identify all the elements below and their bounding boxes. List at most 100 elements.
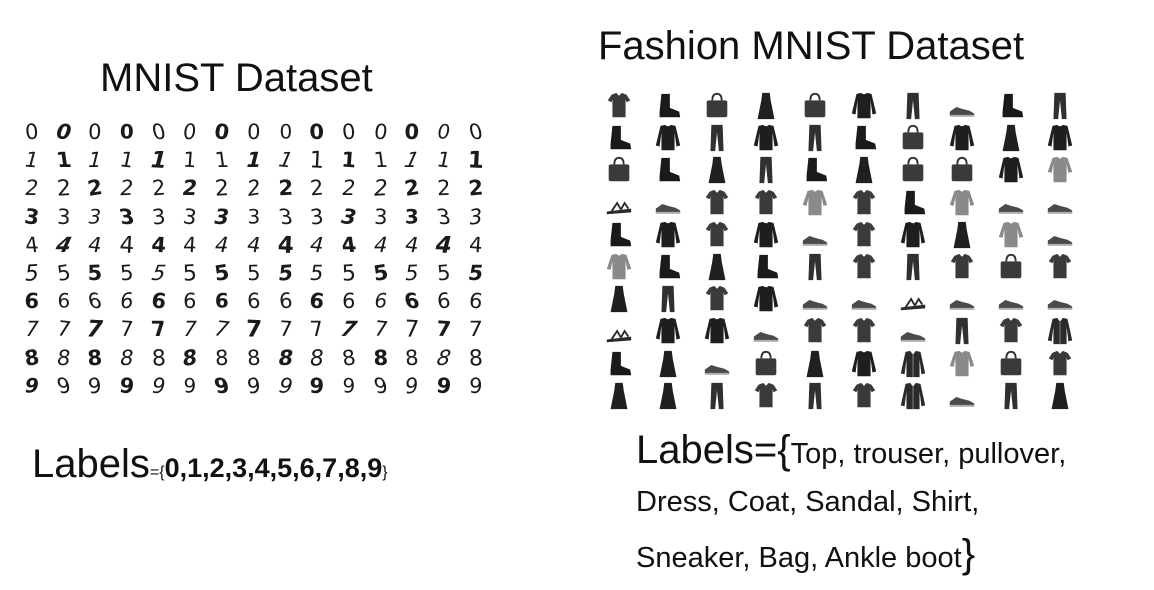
mnist-digit-sample: 8: [309, 344, 325, 371]
mnist-digit-sample: 5: [182, 260, 198, 286]
sneaker-image: [643, 187, 692, 219]
fashion-image-row: [594, 380, 1084, 412]
top-image: [937, 251, 986, 283]
mnist-digit-sample: 9: [87, 373, 104, 399]
sandal-image: [594, 187, 643, 219]
fashion-labels-word: Labels=: [636, 428, 778, 472]
mnist-digit-sample: 8: [245, 345, 262, 371]
mnist-digit-sample: 7: [244, 315, 263, 344]
mnist-digit-sample: 6: [341, 288, 356, 314]
pullover-image: [643, 122, 692, 154]
mnist-digit-sample: 3: [181, 203, 199, 230]
fashion-labels-close-brace: }: [961, 532, 976, 576]
trouser-image: [790, 251, 839, 283]
pullover-image: [692, 315, 741, 347]
ankle-boot-image: [741, 251, 790, 283]
pullover-image: [1035, 122, 1084, 154]
trouser-image: [692, 122, 741, 154]
pullover-image: [741, 283, 790, 315]
mnist-digit-sample: 2: [23, 176, 41, 201]
bag-image: [594, 154, 643, 186]
trouser-image: [790, 122, 839, 154]
dress-image: [692, 154, 741, 186]
top-image: [692, 187, 741, 219]
mnist-digit-sample: 2: [180, 176, 200, 201]
ankle-boot-image: [594, 348, 643, 380]
mnist-digit-sample: 9: [117, 372, 136, 399]
dress-image: [839, 154, 888, 186]
mnist-digit-sample: 0: [182, 119, 199, 145]
mnist-digit-sample: 0: [54, 119, 73, 145]
mnist-digit-sample: 5: [246, 260, 261, 286]
fashion-mnist-title: Fashion MNIST Dataset: [598, 24, 1025, 68]
mnist-digit-sample: 5: [371, 260, 390, 287]
mnist-digit-sample: 0: [404, 119, 420, 145]
mnist-digit-sample: 9: [151, 373, 166, 399]
ankle-boot-image: [839, 122, 888, 154]
mnist-labels-list: 0,1,2,3,4,5,6,7,8,9: [164, 453, 383, 483]
mnist-digit-sample: 3: [150, 204, 167, 230]
top-image: [839, 187, 888, 219]
mnist-digit-sample: 6: [277, 288, 294, 314]
mnist-digit-sample: 5: [149, 261, 168, 286]
fashion-image-grid: [594, 90, 1084, 412]
mnist-digit-sample: 1: [182, 147, 198, 173]
mnist-digit-sample: 7: [308, 317, 326, 342]
ankle-boot-image: [790, 154, 839, 186]
mnist-digit-sample: 3: [117, 204, 137, 229]
coat-image: [888, 348, 937, 380]
pullover-image: [888, 219, 937, 251]
mnist-digit-sample: 6: [374, 289, 387, 313]
pullover-image: [986, 154, 1035, 186]
mnist-digit-sample: 5: [341, 260, 357, 286]
fashion-labels: Labels={Top, trouser, pullover, Dress, C…: [636, 424, 1146, 580]
mnist-digit-sample: 8: [214, 345, 230, 370]
bag-image: [888, 154, 937, 186]
mnist-digit-sample: 7: [212, 316, 232, 342]
shirt-image: [594, 251, 643, 283]
mnist-digit-sample: 5: [24, 260, 40, 286]
mnist-digit-sample: 0: [213, 119, 231, 145]
sneaker-image: [790, 283, 839, 315]
fashion-labels-open-brace: {: [777, 428, 791, 472]
pullover-image: [839, 90, 888, 122]
mnist-digit-sample: 3: [56, 204, 71, 229]
mnist-digit-sample: 0: [119, 120, 134, 144]
mnist-digit-sample: 5: [436, 260, 452, 286]
ankle-boot-image: [986, 90, 1035, 122]
sneaker-image: [937, 380, 986, 412]
sandal-image: [888, 283, 937, 315]
sneaker-image: [1035, 219, 1084, 251]
mnist-digit-sample: 2: [150, 175, 167, 202]
mnist-digit-sample: 6: [119, 288, 135, 314]
mnist-digit-sample: 9: [434, 372, 453, 399]
mnist-digit-sample: 8: [467, 344, 484, 371]
mnist-digit-sample: 7: [467, 317, 484, 342]
fashion-image-row: [594, 315, 1084, 347]
top-image: [839, 315, 888, 347]
mnist-digit-sample: 9: [342, 374, 356, 398]
sneaker-image: [937, 283, 986, 315]
mnist-digit-sample: 9: [277, 372, 294, 399]
mnist-digit-sample: 0: [88, 119, 103, 145]
ankle-boot-image: [643, 154, 692, 186]
sneaker-image: [986, 187, 1035, 219]
mnist-digit-sample: 7: [435, 316, 452, 342]
mnist-labels: Labels={0,1,2,3,4,5,6,7,8,9}: [32, 442, 388, 487]
top-image: [790, 315, 839, 347]
mnist-labels-word: Labels: [32, 442, 150, 486]
ankle-boot-image: [643, 90, 692, 122]
mnist-digit-sample: 3: [276, 204, 295, 229]
mnist-digit-sample: 2: [55, 175, 72, 202]
sandal-image: [594, 315, 643, 347]
mnist-digit-sample: 4: [309, 232, 325, 258]
sneaker-image: [888, 315, 937, 347]
fashion-labels-line-3: Sneaker, Bag, Ankle boot: [636, 542, 962, 574]
mnist-digit-sample: 4: [339, 232, 358, 257]
bag-image: [986, 348, 1035, 380]
mnist-digit-sample: 7: [277, 316, 293, 342]
trouser-image: [790, 380, 839, 412]
